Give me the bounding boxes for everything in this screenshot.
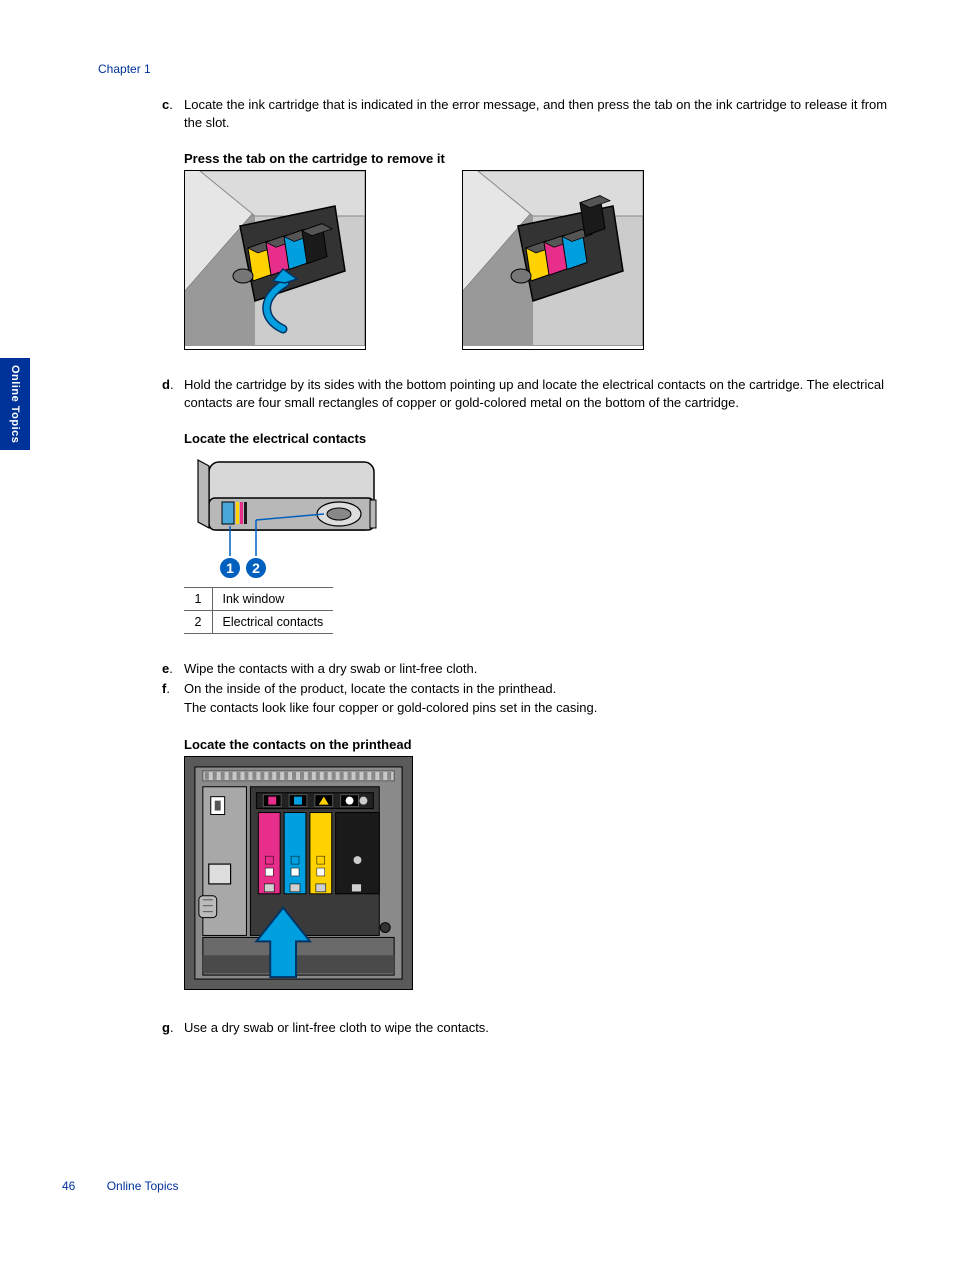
figure-cartridge-lifted (462, 170, 644, 350)
step-letter: g. (162, 1019, 184, 1037)
page-number: 46 (62, 1179, 75, 1193)
step-c: c. Locate the ink cartridge that is indi… (162, 96, 892, 131)
step-text: Wipe the contacts with a dry swab or lin… (184, 660, 892, 678)
footer-section: Online Topics (107, 1179, 179, 1193)
caption-press-tab: Press the tab on the cartridge to remove… (184, 151, 892, 166)
step-letter: e. (162, 660, 184, 678)
step-letter: f. (162, 680, 184, 698)
table-row: 1 Ink window (184, 588, 333, 611)
chapter-header: Chapter 1 (98, 62, 151, 76)
legend-num: 1 (184, 588, 212, 611)
side-tab-online-topics: Online Topics (0, 358, 30, 450)
svg-text:2: 2 (252, 560, 260, 576)
step-d: d. Hold the cartridge by its sides with … (162, 376, 892, 411)
legend-table: 1 Ink window 2 Electrical contacts (184, 587, 333, 634)
legend-label: Electrical contacts (212, 611, 333, 634)
caption-locate-printhead: Locate the contacts on the printhead (184, 737, 892, 752)
figure-printhead (184, 756, 892, 993)
step-text: On the inside of the product, locate the… (184, 680, 892, 698)
figure-row-cartridge (184, 170, 892, 350)
legend-label: Ink window (212, 588, 333, 611)
figure-cartridge-removal (184, 170, 366, 350)
step-text: Use a dry swab or lint-free cloth to wip… (184, 1019, 892, 1037)
page-footer: 46 Online Topics (62, 1179, 179, 1193)
figure-cartridge-bottom: 12 (184, 450, 892, 583)
step-text: Hold the cartridge by its sides with the… (184, 376, 892, 411)
caption-locate-contacts: Locate the electrical contacts (184, 431, 892, 446)
step-letter: c. (162, 96, 184, 131)
step-letter: d. (162, 376, 184, 411)
step-text: Locate the ink cartridge that is indicat… (184, 96, 892, 131)
svg-text:1: 1 (226, 560, 234, 576)
step-f-continue: The contacts look like four copper or go… (184, 699, 892, 717)
table-row: 2 Electrical contacts (184, 611, 333, 634)
page-content: c. Locate the ink cartridge that is indi… (162, 96, 892, 1038)
side-tab-label: Online Topics (9, 365, 21, 443)
legend-num: 2 (184, 611, 212, 634)
step-g: g. Use a dry swab or lint-free cloth to … (162, 1019, 892, 1037)
step-e: e. Wipe the contacts with a dry swab or … (162, 660, 892, 678)
step-f: f. On the inside of the product, locate … (162, 680, 892, 698)
